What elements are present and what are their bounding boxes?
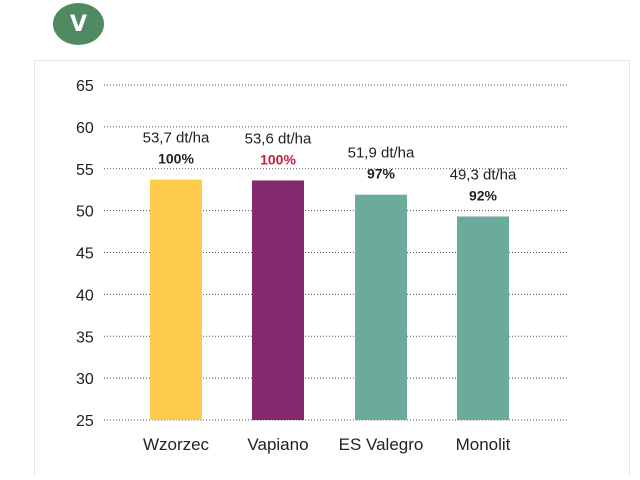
category-labels: Wzorzec Vapiano ES Valegro Monolit [143, 435, 511, 454]
chart-frame [34, 60, 630, 475]
bar-0 [150, 179, 202, 420]
badge-label: V [69, 11, 88, 37]
percent-label-2: 97% [367, 166, 396, 182]
y-axis-ticks: 25 30 35 40 45 50 55 60 65 [76, 78, 94, 430]
percent-label-0: 100% [158, 151, 194, 167]
y-tick-label-50: 50 [76, 204, 94, 221]
category-label-1: Vapiano [247, 435, 308, 454]
y-tick-label-25: 25 [76, 413, 94, 430]
percent-label-1: 100% [260, 151, 296, 167]
category-label-2: ES Valegro [339, 435, 424, 454]
bars [150, 179, 509, 420]
y-tick-label-65: 65 [76, 78, 94, 95]
y-tick-label-60: 60 [76, 120, 94, 137]
data-labels: 53,7 dt/ha 100% 53,6 dt/ha 100% 51,9 dt/ha 97… [143, 130, 517, 204]
value-label-3: 49,3 dt/ha [450, 166, 517, 183]
y-tick-label-30: 30 [76, 371, 94, 388]
percent-label-3: 92% [469, 187, 498, 203]
bar-3 [457, 216, 509, 420]
bar-2 [355, 194, 407, 420]
y-tick-label-55: 55 [76, 162, 94, 179]
bar-1 [252, 180, 304, 420]
section-badge: V [53, 3, 104, 45]
category-label-0: Wzorzec [143, 435, 210, 454]
y-tick-label-40: 40 [76, 287, 94, 304]
y-tick-label-35: 35 [76, 329, 94, 346]
grid-lines [104, 84, 568, 421]
value-label-2: 51,9 dt/ha [348, 145, 415, 162]
y-tick-label-45: 45 [76, 246, 94, 263]
category-label-3: Monolit [456, 435, 511, 454]
value-label-1: 53,6 dt/ha [245, 130, 312, 147]
value-label-0: 53,7 dt/ha [143, 130, 210, 147]
